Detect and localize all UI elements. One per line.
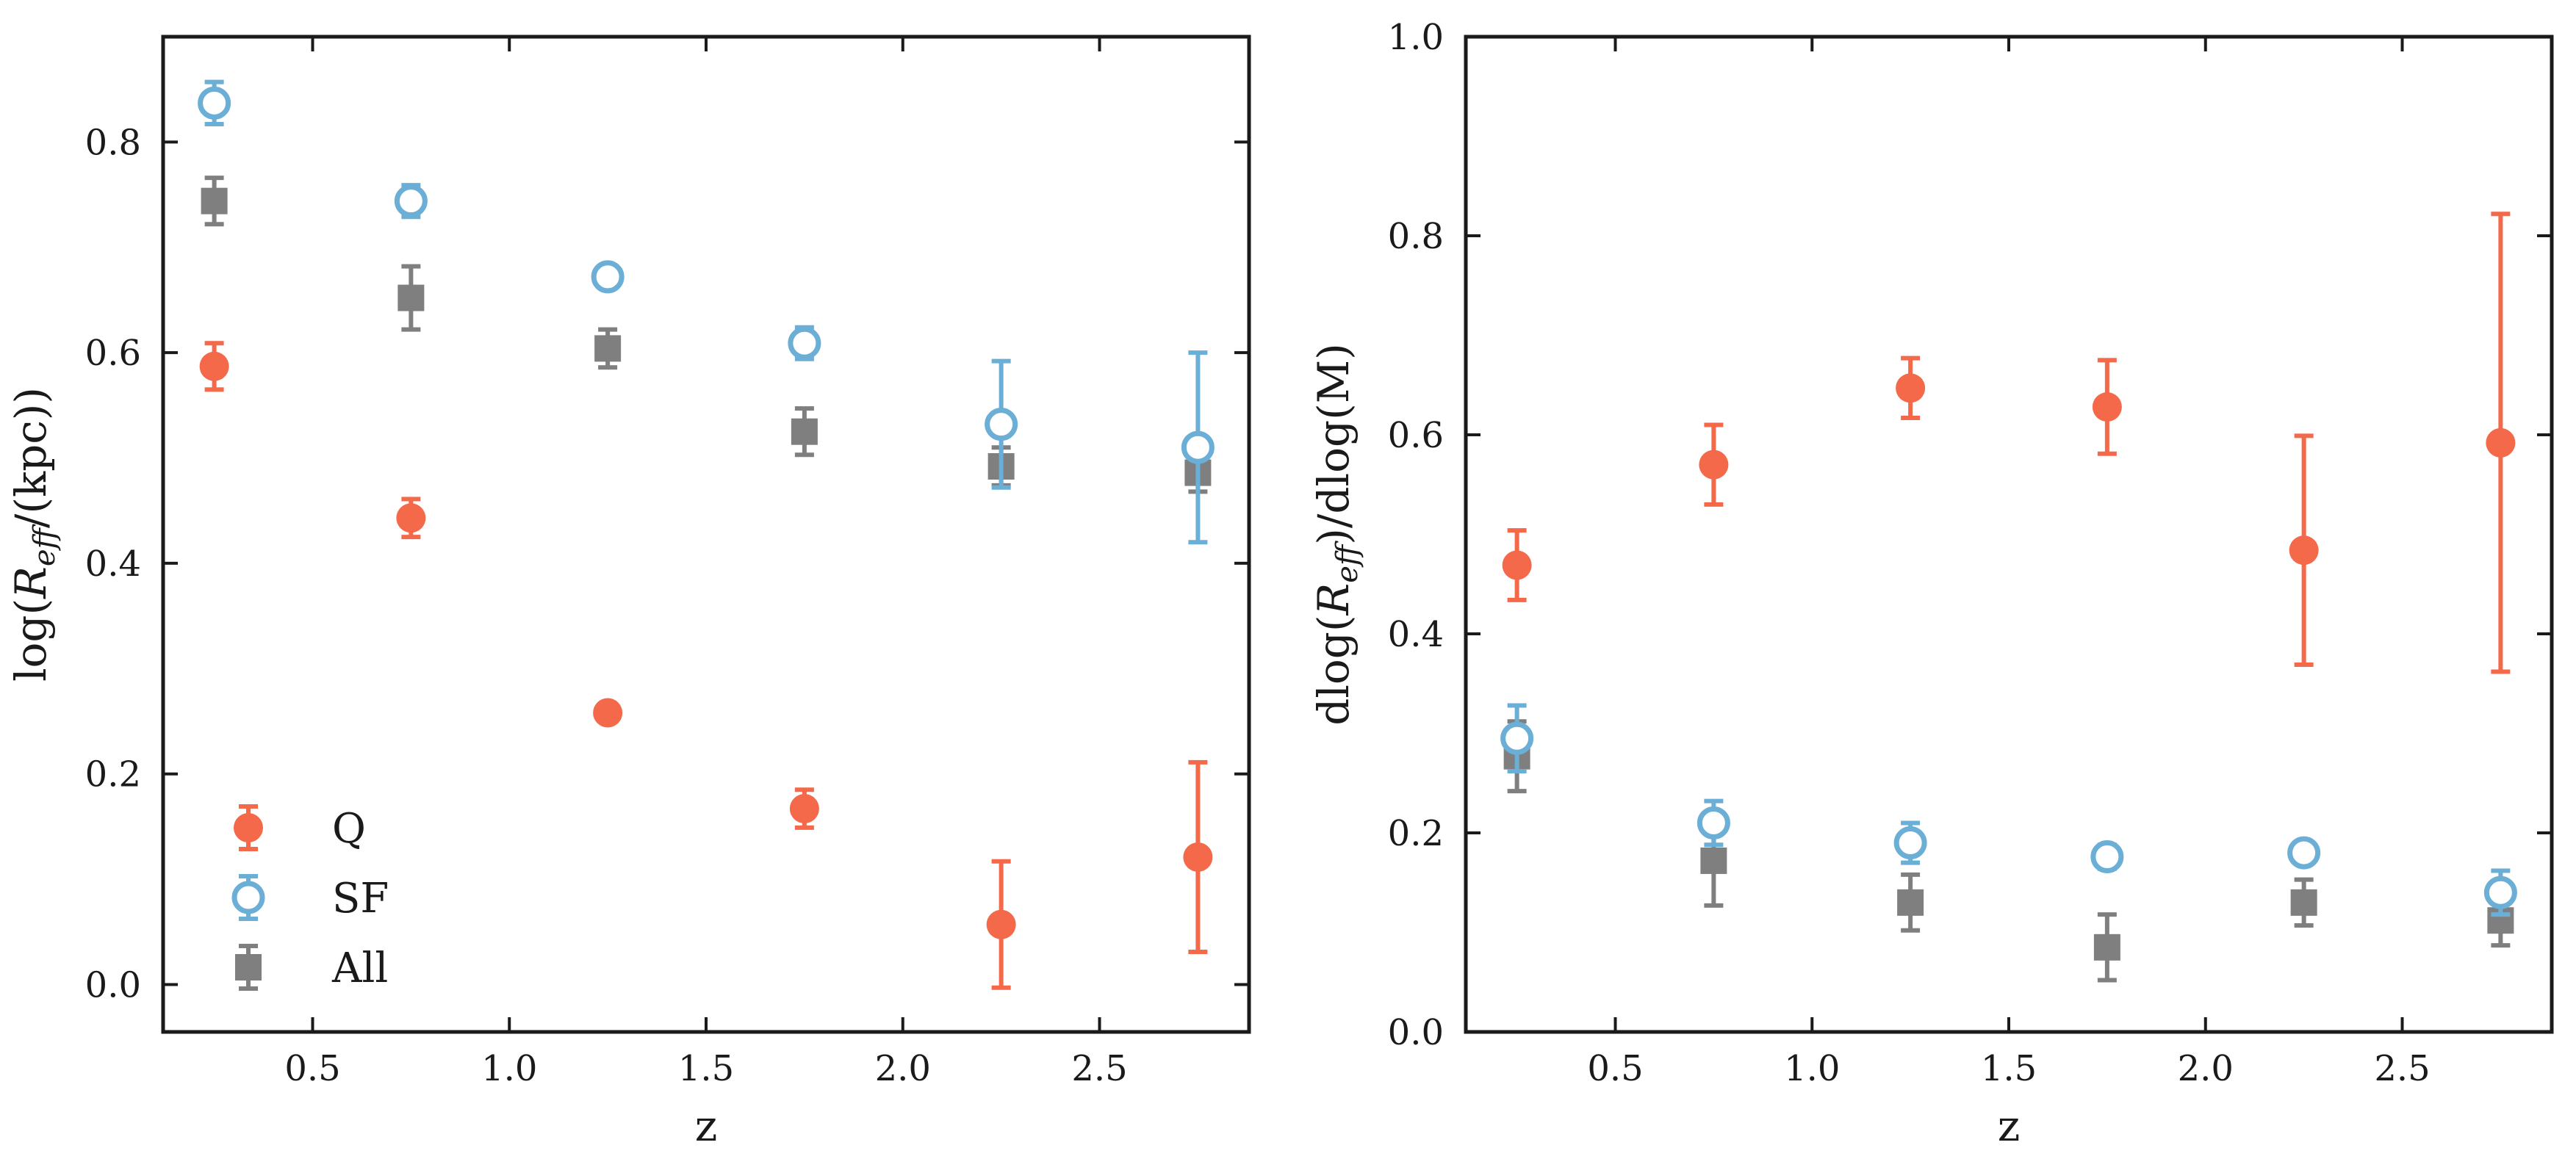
y-axis-title-suffix: )/dlog(M) (1309, 343, 1359, 545)
legend: Q SF All (231, 804, 389, 992)
data-point-sf (591, 260, 625, 294)
data-point-sf (394, 184, 428, 218)
chart-panel-2: 0.5 1.0 1.5 2.0 2.5 0.0 0.2 0.4 0.6 0.8 1.0 z dlog(R… (1309, 17, 2554, 1151)
x-tick-label: 1.5 (1981, 1048, 2037, 1089)
data-point-all (791, 418, 818, 445)
legend-label-all: All (331, 945, 388, 992)
y-tick-label: 0.6 (1388, 415, 1444, 456)
legend-marker-all (235, 954, 262, 981)
series-sf (198, 79, 1215, 545)
y-axis-title: dlog(Reff)/dlog(M) (1309, 343, 1364, 726)
data-point-all (1897, 889, 1924, 916)
y-axis-title-suffix: /(kpc)) (6, 387, 56, 528)
y-axis-title-symbol: R (6, 566, 56, 599)
data-point-q (2289, 535, 2319, 566)
data-point-sf (2483, 875, 2517, 909)
data-point-q (1183, 842, 1213, 872)
data-point-sf (198, 86, 231, 120)
data-point-sf (788, 326, 821, 360)
y-axis-title-subscript: eff (1331, 540, 1364, 583)
chart-panel-1: 0.5 1.0 1.5 2.0 2.5 0.0 0.2 0.4 0.6 0.8 z log(Reff/… (6, 35, 1251, 1151)
series-all (1503, 719, 2514, 983)
y-tick-label: 0.8 (1388, 216, 1444, 257)
data-point-q (1699, 449, 1729, 480)
series-q (199, 341, 1213, 990)
data-point-q (986, 909, 1016, 939)
legend-label-q: Q (332, 805, 366, 853)
data-point-sf (2287, 836, 2321, 870)
y-axis-title-prefix: log( (6, 599, 56, 682)
y-axis-title-subscript: eff (28, 523, 62, 566)
data-point-all (1700, 847, 1727, 874)
legend-marker-sf (231, 881, 265, 914)
plot-frame (161, 35, 1251, 1034)
data-point-q (396, 503, 426, 533)
x-axis-title: z (695, 1101, 718, 1151)
data-point-sf (1697, 806, 1730, 839)
data-point-sf (1181, 430, 1215, 464)
data-point-q (1502, 550, 1532, 580)
data-point-all (201, 187, 228, 214)
x-tick-label: 0.5 (1587, 1048, 1643, 1089)
x-axis-title: z (1998, 1101, 2021, 1151)
x-tick-label: 1.0 (481, 1048, 537, 1089)
data-point-q (199, 351, 229, 381)
y-tick-label: 0.6 (85, 333, 141, 374)
y-axis-title-prefix: dlog( (1309, 615, 1359, 725)
y-tick-label: 1.0 (1388, 17, 1444, 58)
y-tick-label: 0.4 (1388, 614, 1444, 655)
series-all (201, 176, 1212, 494)
data-point-all (2290, 889, 2317, 916)
data-point-all (2093, 934, 2120, 961)
data-point-all (397, 284, 425, 311)
x-tick-label: 2.5 (2374, 1048, 2430, 1089)
y-tick-label: 0.0 (1388, 1012, 1444, 1053)
legend-marker-q (234, 813, 263, 842)
x-tick-label: 2.5 (1071, 1048, 1127, 1089)
y-axis-title: log(Reff/(kpc)) (6, 387, 62, 682)
x-tick-label: 2.0 (2178, 1048, 2234, 1089)
data-point-q (789, 794, 819, 824)
plot-frame (1464, 35, 2554, 1034)
y-tick-label: 0.2 (85, 754, 141, 795)
data-point-sf (2090, 840, 2124, 874)
x-tick-label: 0.5 (284, 1048, 340, 1089)
x-tick-label: 1.5 (678, 1048, 734, 1089)
legend-label-sf: SF (332, 875, 389, 922)
data-point-q (593, 698, 623, 728)
y-tick-label: 0.2 (1388, 813, 1444, 854)
data-point-q (2092, 392, 2122, 422)
y-tick-label: 0.4 (85, 544, 141, 585)
data-point-q (1896, 373, 1926, 403)
data-point-all (594, 335, 622, 362)
data-point-sf (985, 408, 1018, 441)
series-sf (1500, 703, 2517, 917)
y-tick-label: 0.0 (85, 964, 141, 1005)
x-tick-label: 2.0 (875, 1048, 931, 1089)
x-tick-label: 1.0 (1784, 1048, 1840, 1089)
series-q (1502, 212, 2516, 674)
data-point-sf (1893, 826, 1927, 860)
data-point-sf (1500, 721, 1534, 755)
data-point-q (2486, 427, 2516, 458)
y-tick-label: 0.8 (85, 122, 141, 163)
y-axis-title-symbol: R (1309, 583, 1359, 616)
